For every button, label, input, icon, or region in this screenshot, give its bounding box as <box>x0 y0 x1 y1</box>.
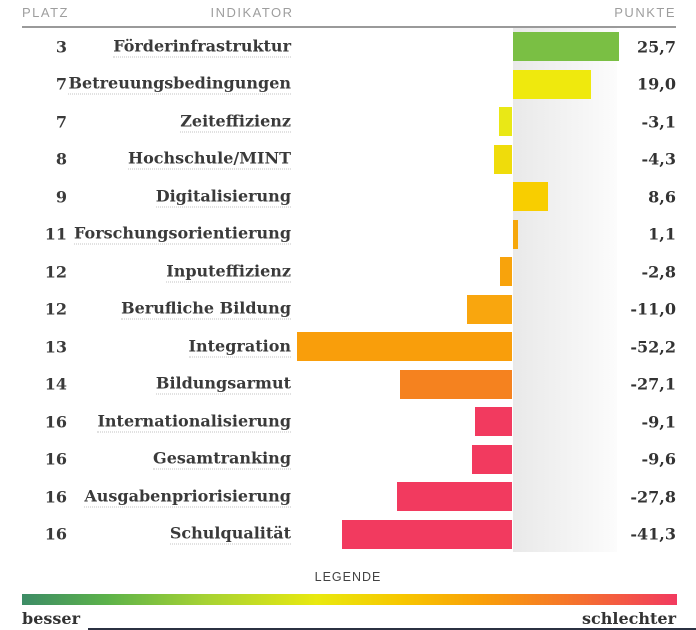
points-value: 25,7 <box>637 37 676 57</box>
rank-value: 16 <box>44 449 67 469</box>
legend-title: LEGENDE <box>314 570 382 584</box>
rank-value: 12 <box>44 262 67 282</box>
indicator-label[interactable]: Digitalisierung <box>155 186 291 208</box>
rank-value: 14 <box>44 374 67 394</box>
score-bar[interactable] <box>341 519 512 549</box>
score-bar[interactable] <box>500 257 512 286</box>
chart-row: 12 Inputeffizienz -2,8 <box>0 253 696 291</box>
rank-value: 7 <box>55 112 67 132</box>
indicator-label[interactable]: Gesamtranking <box>153 448 291 470</box>
score-bar[interactable] <box>499 107 512 136</box>
indicator-label[interactable]: Zeiteffizienz <box>180 111 291 133</box>
rank-value: 16 <box>44 524 67 544</box>
indicator-label[interactable]: Internationalisierung <box>97 411 291 433</box>
zero-axis-band <box>513 28 617 552</box>
indicator-label[interactable]: Ausgabenpriorisierung <box>84 486 291 508</box>
rank-value: 16 <box>44 487 67 507</box>
points-value: -27,8 <box>630 487 676 507</box>
points-value: -52,2 <box>630 337 676 357</box>
points-value: -4,3 <box>641 149 676 169</box>
chart-row: 7 Zeiteffizienz -3,1 <box>0 103 696 141</box>
chart-row: 16 Schulqualität -41,3 <box>0 516 696 554</box>
legend-gradient-bar <box>22 594 677 605</box>
score-bar[interactable] <box>466 294 512 324</box>
next-section-edge <box>88 628 696 630</box>
score-bar[interactable] <box>513 182 549 211</box>
chart-row: 16 Ausgabenpriorisierung -27,8 <box>0 478 696 516</box>
score-bar[interactable] <box>400 369 512 399</box>
score-bar[interactable] <box>472 444 512 474</box>
score-bar[interactable] <box>474 407 512 436</box>
points-value: 8,6 <box>648 187 676 207</box>
indicator-label[interactable]: Förderinfrastruktur <box>113 36 291 58</box>
chart-row: 3 Förderinfrastruktur 25,7 <box>0 28 696 66</box>
score-bar[interactable] <box>513 32 619 61</box>
indicator-label[interactable]: Bildungsarmut <box>155 373 291 395</box>
column-header-platz: PLATZ <box>22 5 69 20</box>
indicator-label[interactable]: Berufliche Bildung <box>121 298 291 320</box>
points-value: 19,0 <box>637 74 676 94</box>
rank-value: 12 <box>44 299 67 319</box>
points-value: -3,1 <box>641 112 676 132</box>
score-bar[interactable] <box>397 482 512 511</box>
score-bar[interactable] <box>513 69 592 99</box>
column-header-indikator: INDIKATOR <box>210 5 294 20</box>
chart-row: 8 Hochschule/MINT -4,3 <box>0 141 696 179</box>
rank-value: 16 <box>44 412 67 432</box>
points-value: -9,1 <box>641 412 676 432</box>
indicator-label[interactable]: Inputeffizienz <box>166 261 291 283</box>
indicator-label[interactable]: Betreuungsbedingungen <box>68 73 291 95</box>
chart-row: 12 Berufliche Bildung -11,0 <box>0 291 696 329</box>
rank-value: 13 <box>44 337 67 357</box>
rank-value: 7 <box>55 74 67 94</box>
points-value: -2,8 <box>641 262 676 282</box>
points-value: -41,3 <box>630 524 676 544</box>
indicator-label[interactable]: Integration <box>188 336 291 358</box>
legend-label-schlechter: schlechter <box>581 609 676 628</box>
indicator-label[interactable]: Hochschule/MINT <box>127 148 291 170</box>
points-value: -9,6 <box>641 449 676 469</box>
points-value: -27,1 <box>630 374 676 394</box>
chart-row: 14 Bildungsarmut -27,1 <box>0 366 696 404</box>
legend-label-besser: besser <box>22 609 80 628</box>
rank-value: 9 <box>55 187 67 207</box>
score-bar[interactable] <box>296 332 512 361</box>
rank-value: 3 <box>55 37 67 57</box>
points-value: -11,0 <box>630 299 676 319</box>
header-divider <box>22 26 676 28</box>
rank-value: 11 <box>44 224 67 244</box>
indicator-label[interactable]: Schulqualität <box>169 523 291 545</box>
points-value: 1,1 <box>648 224 676 244</box>
chart-row: 13 Integration -52,2 <box>0 328 696 366</box>
indicator-label[interactable]: Forschungsorientierung <box>74 223 291 245</box>
column-header-punkte: PUNKTE <box>614 5 676 20</box>
chart-row: 16 Internationalisierung -9,1 <box>0 403 696 441</box>
score-bar[interactable] <box>513 219 518 249</box>
chart-row: 9 Digitalisierung 8,6 <box>0 178 696 216</box>
chart-row: 7 Betreuungsbedingungen 19,0 <box>0 66 696 104</box>
chart-row: 11 Forschungsorientierung 1,1 <box>0 216 696 254</box>
chart-rows: 3 Förderinfrastruktur 25,7 7 Betreuungsbedin… <box>0 28 696 553</box>
score-bar[interactable] <box>494 144 512 174</box>
rank-value: 8 <box>55 149 67 169</box>
chart-row: 16 Gesamtranking -9,6 <box>0 441 696 479</box>
